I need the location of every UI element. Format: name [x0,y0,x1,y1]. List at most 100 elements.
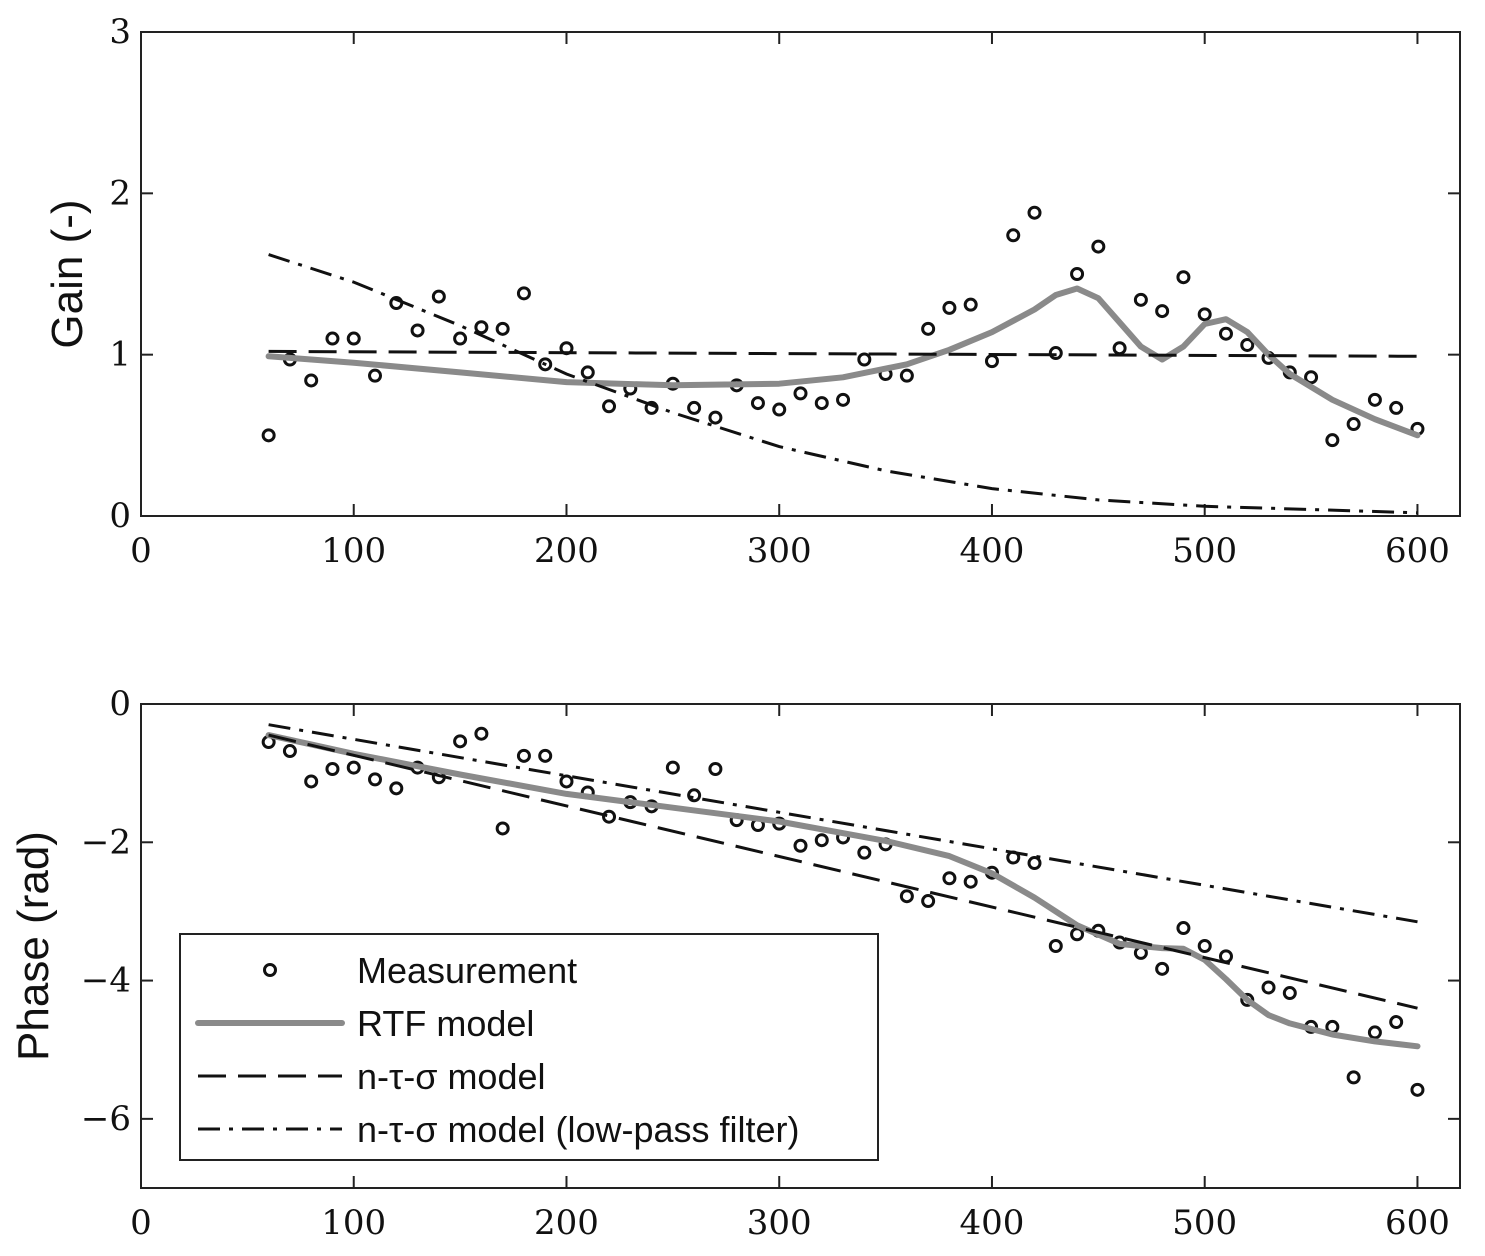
measurement-point [453,331,468,346]
measurement-point [516,286,531,301]
measurement-point [1112,341,1127,356]
measurement-point [1133,292,1148,307]
measurement-point [325,331,340,346]
measurement-point [708,410,723,425]
x-tick-label: 100 [321,1203,386,1243]
measurement-point [1240,992,1255,1007]
y-tick-label: 0 [109,684,131,724]
measurement-point [899,889,914,904]
measurement-point [963,297,978,312]
measurement-point [431,289,446,304]
n-tau-sigma-line [268,349,1418,358]
measurement-point [1367,1025,1382,1040]
measurement-point [1325,433,1340,448]
measurement-point [814,396,829,411]
measurement-point [665,760,680,775]
measurement-point [559,774,574,789]
x-tick-label: 200 [534,531,599,571]
measurement-point [1367,392,1382,407]
x-tick-label: 300 [747,531,812,571]
measurement-point [1027,205,1042,220]
y-tick-label: 2 [109,173,131,213]
x-tick-label: 300 [747,1203,812,1243]
n-tau-sigma-line [268,733,1418,1010]
measurement-point [1304,370,1319,385]
phase-chart: 0 100 200 300 400 500 600 0 −2 −4 −6 Phase (rad) [9,684,1461,1243]
measurement-point [410,323,425,338]
measurement-point [495,821,510,836]
x-tick-label: 200 [534,1203,599,1243]
measurement-point [1346,417,1361,432]
measurement-point [538,748,553,763]
measurement-point [899,368,914,383]
measurement-point [963,874,978,889]
legend-label: n-τ-σ model [357,1056,546,1097]
measurement-point [942,300,957,315]
measurement-point [857,352,872,367]
measurement-point [1006,228,1021,243]
measurement-point [368,772,383,787]
measurement-point [687,400,702,415]
y-tick-label: 3 [109,12,131,52]
measurement-point [942,871,957,886]
x-tick-label: 500 [1172,1203,1237,1243]
measurement-point [1410,1082,1425,1097]
measurement-point [304,774,319,789]
measurement-point [1091,239,1106,254]
measurement-point [1197,307,1212,322]
measurement-point [1176,921,1191,936]
measurement-point [772,402,787,417]
y-tick-label: −2 [81,822,131,862]
measurement-point [474,320,489,335]
plot-frame [140,31,1461,517]
legend-label: n-τ-σ model (low-pass filter) [357,1109,800,1150]
measurement-point [304,373,319,388]
measurement-point [602,809,617,824]
measurement-point [1070,267,1085,281]
low-pass-filter-line [268,723,1418,924]
measurement-point [389,781,404,796]
legend-label: Measurement [357,950,577,991]
measurement-point [261,428,276,443]
y-tick-label: −6 [81,1099,131,1139]
x-tick-label: 400 [960,1203,1025,1243]
y-axis-label: Gain (-) [43,199,92,348]
measurement-point [921,321,936,336]
measurement-point [984,354,999,369]
x-tick-label: 100 [321,531,386,571]
y-tick-label: −4 [81,961,131,1001]
measurement-point [346,331,361,346]
measurement-point [1261,980,1276,995]
measurement-point [516,748,531,763]
x-tick-label: 500 [1172,531,1237,571]
legend-box [179,933,879,1161]
plot-frame [140,703,1461,1189]
measurement-point [474,726,489,741]
x-tick-label: 0 [130,1203,152,1243]
rtf-model-line [265,732,1421,1050]
measurement-point [1155,961,1170,976]
x-tick-label: 600 [1385,1203,1450,1243]
measurement-point [580,365,595,380]
x-tick-label: 0 [130,531,152,571]
legend-marker [263,963,277,977]
measurement-point [1155,304,1170,319]
measurement-point [836,392,851,407]
measurement-point [1240,337,1255,352]
measurement-point [814,833,829,848]
y-axis-label: Phase (rad) [9,831,58,1061]
measurement-point [282,744,297,759]
measurement-point [793,838,808,853]
gain-chart: 0 100 200 300 400 500 600 0 1 2 3 Gain (-) [43,12,1461,571]
measurement-point [368,368,383,383]
measurement-point [1048,346,1063,361]
measurement-point [1070,927,1085,942]
measurement-point [346,760,361,775]
legend: Measurement RTF model n-τ-σ model n-τ-σ mod… [179,933,879,1161]
measurement-point [750,396,765,411]
low-pass-filter-line [268,253,1418,515]
measurement-point [538,357,553,372]
measurement-point [1176,270,1191,285]
measurement-point [687,788,702,803]
